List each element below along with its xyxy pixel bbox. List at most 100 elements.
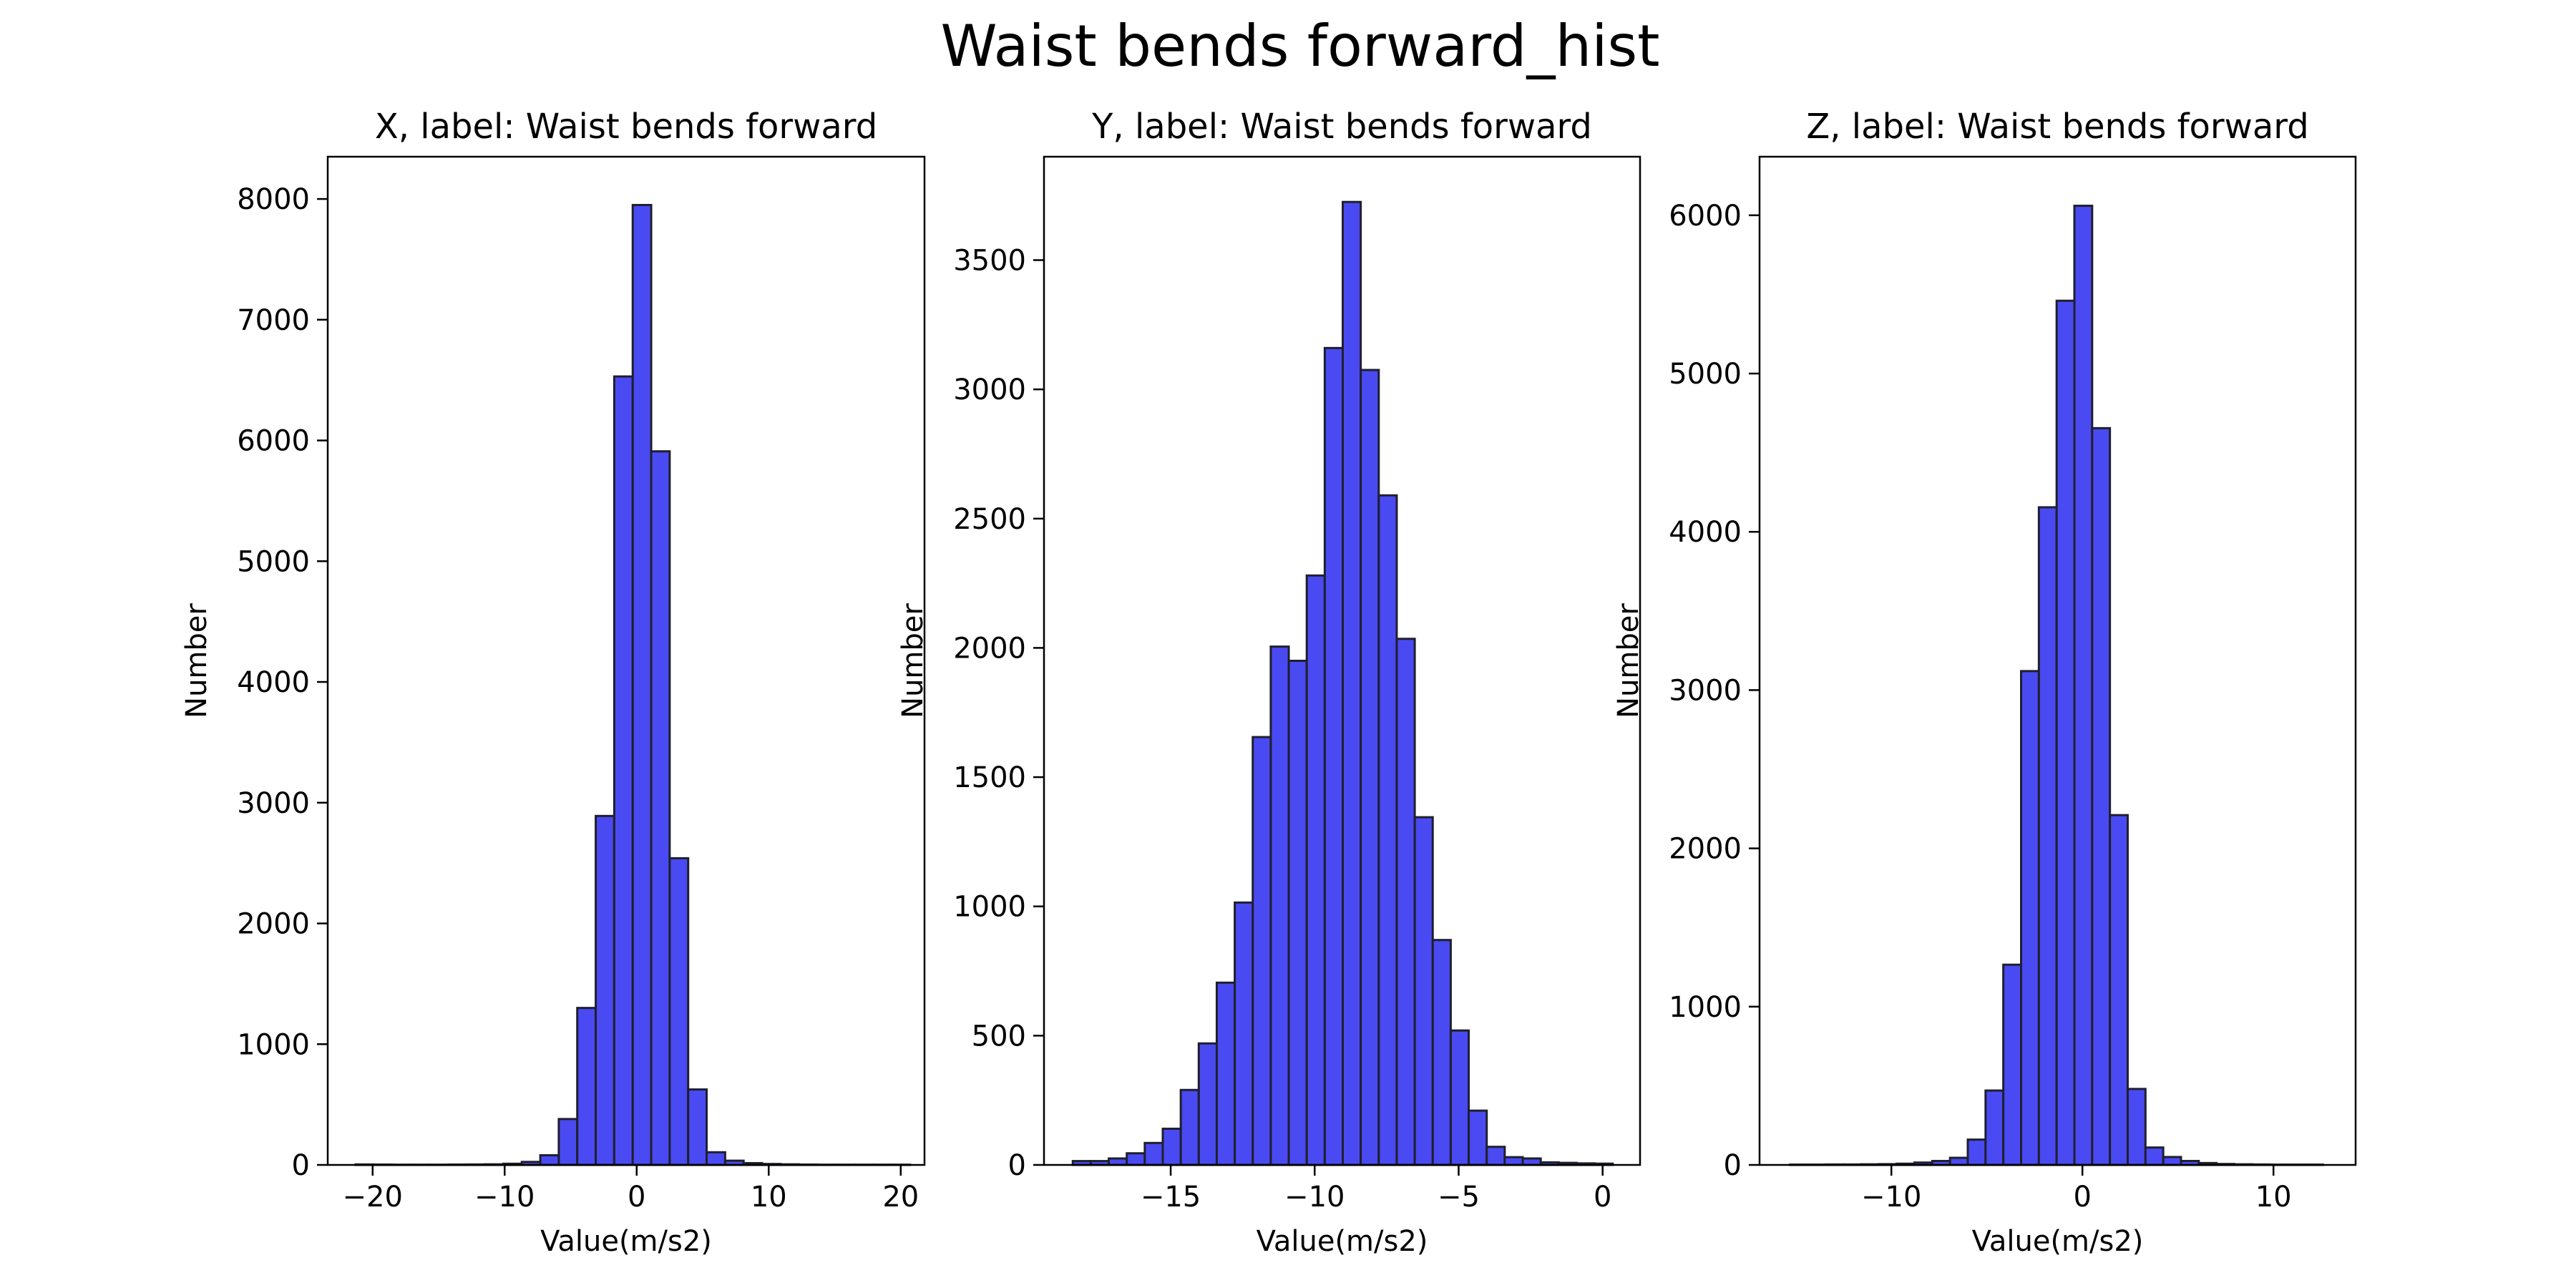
subplot-title-z: Z, label: Waist bends forward	[1806, 107, 2308, 147]
histogram-bar-y-10	[1252, 736, 1272, 1166]
histogram-bar-y-17	[1377, 494, 1398, 1166]
x-tick-label-y: −15	[1141, 1181, 1201, 1214]
y-tick-label-x: 2000	[237, 908, 310, 941]
y-tick-label-x: 7000	[237, 304, 310, 337]
histogram-bar-y-19	[1413, 816, 1434, 1166]
x-tick-label-y: 0	[1594, 1181, 1611, 1214]
histogram-bar-y-14	[1323, 346, 1345, 1166]
y-tick-label-y: 3000	[953, 374, 1026, 406]
subplot-z: −10 0 10 0 1000 2000 3000 4000 5000 6000 Z, label:…	[1612, 107, 2357, 1258]
histogram-bar-z-15	[2055, 299, 2076, 1166]
histogram-bar-x-12	[576, 1007, 597, 1166]
y-tick-label-z: 1000	[1669, 991, 1742, 1024]
y-axis-label-z: Number	[1612, 603, 1645, 718]
histogram-bar-z-11	[1984, 1089, 2005, 1166]
histogram-bar-x-15	[631, 204, 653, 1166]
x-tick-label-y: −5	[1438, 1181, 1480, 1214]
x-tick-label-x: −20	[343, 1181, 403, 1214]
histogram-bar-x-11	[557, 1118, 579, 1166]
y-tick-label-x: 4000	[237, 666, 310, 699]
histogram-bar-z-19	[2126, 1088, 2147, 1166]
histogram-bar-z-18	[2109, 814, 2129, 1166]
histogram-bar-y-2	[1108, 1157, 1128, 1166]
histogram-bar-y-13	[1305, 574, 1326, 1166]
histogram-bars-x	[354, 204, 912, 1166]
histogram-bar-x-19	[706, 1151, 726, 1166]
histogram-bar-z-21	[2162, 1156, 2182, 1166]
y-axis-label-x: Number	[180, 603, 213, 718]
histogram-bar-y-25	[1521, 1157, 1542, 1166]
histogram-bar-y-5	[1161, 1127, 1182, 1166]
histogram-bar-z-9	[1948, 1156, 1969, 1166]
y-tick-label-y: 1000	[953, 891, 1026, 924]
histogram-bar-z-20	[2144, 1146, 2165, 1166]
axes-frame-z	[1758, 155, 2357, 1166]
y-tick-label-z: 6000	[1669, 200, 1742, 233]
subplot-title-y: Y, label: Waist bends forward	[1091, 107, 1592, 147]
histogram-bar-y-24	[1503, 1156, 1524, 1166]
histogram-bar-y-21	[1449, 1029, 1470, 1166]
y-tick-label-z: 5000	[1669, 358, 1742, 391]
y-tick-label-y: 2500	[953, 503, 1026, 536]
histogram-bar-z-10	[1966, 1138, 1987, 1166]
x-tick-label-x: 0	[628, 1181, 645, 1214]
histogram-bar-x-14	[613, 375, 634, 1166]
x-tick-label-x: −10	[474, 1181, 535, 1214]
histogram-bar-y-6	[1179, 1088, 1200, 1166]
y-tick-label-x: 0	[292, 1149, 310, 1182]
y-tick-label-y: 0	[1008, 1149, 1026, 1182]
y-tick-label-x: 8000	[237, 183, 310, 216]
histogram-bar-y-23	[1485, 1146, 1506, 1166]
figure-title: Waist bends forward_hist	[941, 13, 1660, 79]
y-tick-label-z: 4000	[1669, 516, 1742, 549]
subplots: −20 −10 0 10 2001000200030004000500060007000…	[180, 107, 2357, 1258]
y-tick-label-y: 500	[972, 1020, 1026, 1053]
x-axis-label-z: Value(m/s2)	[1972, 1225, 2144, 1258]
histogram-bar-z-17	[2091, 426, 2112, 1166]
y-tick-label-x: 5000	[237, 545, 310, 578]
histogram-bar-y-9	[1234, 901, 1254, 1166]
histogram-bar-z-13	[2020, 670, 2040, 1166]
histogram-bar-x-17	[668, 857, 690, 1166]
y-tick-label-z: 2000	[1669, 833, 1742, 866]
y-tick-label-x: 1000	[237, 1028, 310, 1061]
x-tick-label-z: 10	[2255, 1181, 2292, 1214]
y-tick-label-y: 2000	[953, 632, 1026, 665]
subplot-title-x: X, label: Waist bends forward	[375, 107, 877, 147]
x-tick-label-x: 20	[882, 1181, 919, 1214]
y-axis-label-y: Number	[897, 603, 930, 718]
x-axis-label-y: Value(m/s2)	[1257, 1225, 1428, 1258]
histogram-bar-y-20	[1431, 939, 1452, 1166]
histogram-bars-z	[1789, 205, 2325, 1166]
histogram-bar-y-15	[1342, 200, 1362, 1166]
y-tick-label-y: 1500	[953, 761, 1026, 794]
histogram-bar-y-4	[1143, 1141, 1164, 1166]
histogram-bar-x-13	[595, 814, 615, 1166]
subplot-y: −15 −10 −5 0 0 500 1000 1500 2000 2500 3000 3500 Y, …	[897, 107, 1641, 1258]
y-tick-label-y: 3500	[953, 245, 1026, 278]
x-tick-label-x: 10	[751, 1181, 787, 1214]
histogram-bar-y-11	[1269, 645, 1290, 1166]
histogram-bar-y-7	[1197, 1042, 1218, 1166]
subplot-x: −20 −10 0 10 20 0 1000 2000 3000 4000 5000 6000 7000…	[180, 107, 926, 1258]
x-axis-label-x: Value(m/s2)	[540, 1225, 712, 1258]
y-tick-label-z: 0	[1724, 1149, 1742, 1182]
histogram-bar-y-22	[1468, 1109, 1488, 1166]
axes-frame-x	[326, 155, 926, 1166]
histogram-bar-y-16	[1360, 369, 1380, 1166]
y-tick-label-x: 6000	[237, 425, 310, 458]
histogram-bar-y-12	[1287, 660, 1308, 1166]
histogram-bar-x-10	[539, 1154, 560, 1166]
x-tick-label-z: 0	[2073, 1181, 2091, 1214]
histogram-bar-x-18	[687, 1088, 708, 1166]
x-tick-label-y: −10	[1284, 1181, 1345, 1214]
histogram-bar-z-12	[2002, 963, 2023, 1166]
axes-frame-y	[1043, 155, 1641, 1166]
histogram-bar-z-14	[2037, 506, 2058, 1166]
histogram-bar-x-16	[650, 450, 671, 1166]
histogram-bar-z-16	[2073, 205, 2094, 1166]
histogram-bar-y-18	[1395, 638, 1416, 1166]
histogram-bar-y-3	[1126, 1152, 1146, 1166]
x-tick-label-z: −10	[1861, 1181, 1921, 1214]
